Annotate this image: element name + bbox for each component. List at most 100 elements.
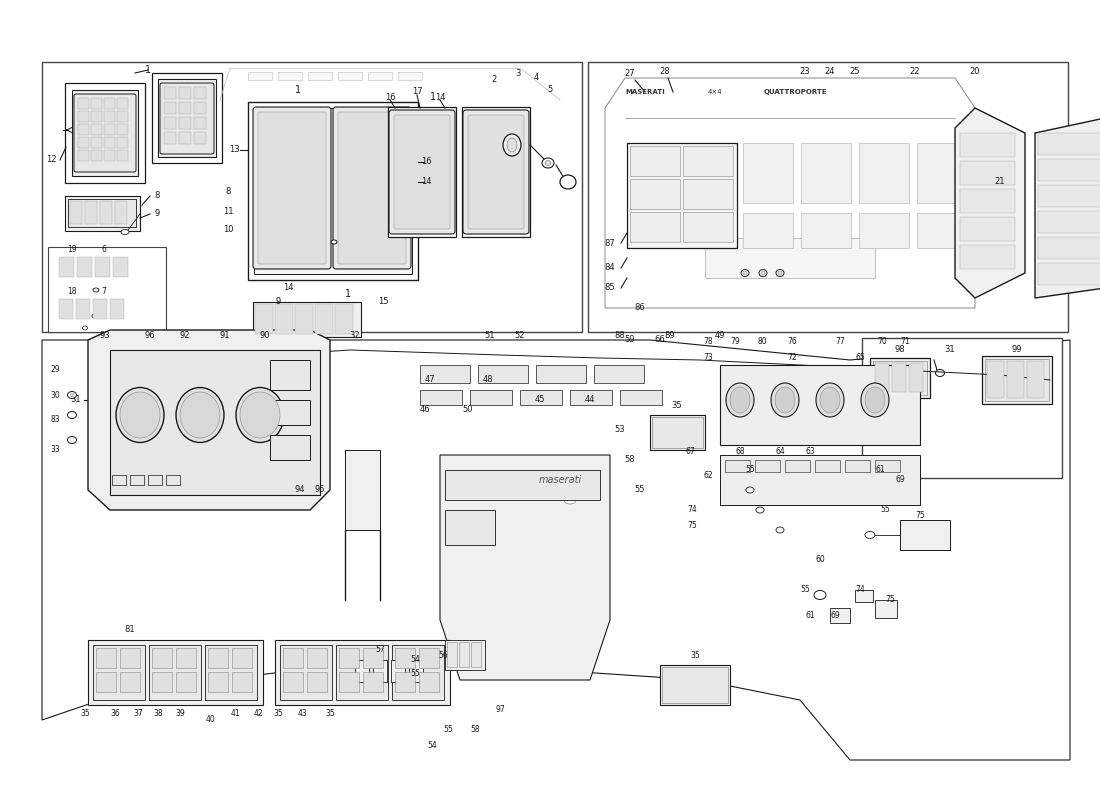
Bar	[801, 143, 851, 203]
Ellipse shape	[67, 437, 77, 443]
Bar	[148, 645, 201, 700]
Bar	[117, 111, 128, 122]
Bar	[117, 98, 128, 109]
Polygon shape	[955, 108, 1025, 298]
Bar	[120, 648, 140, 668]
Bar	[419, 648, 439, 668]
Ellipse shape	[94, 288, 99, 292]
Bar	[873, 361, 927, 395]
Bar	[116, 201, 127, 224]
Text: 11: 11	[222, 207, 233, 217]
Bar	[409, 660, 424, 682]
Bar	[960, 245, 1015, 269]
Bar	[447, 642, 456, 667]
Bar	[179, 87, 191, 99]
Text: 67: 67	[685, 447, 695, 457]
FancyBboxPatch shape	[394, 115, 450, 229]
Bar	[164, 102, 176, 114]
Bar	[742, 213, 793, 248]
Bar	[208, 648, 228, 668]
Text: 42: 42	[253, 710, 263, 718]
Ellipse shape	[726, 383, 754, 417]
Bar	[179, 102, 191, 114]
Bar	[88, 640, 263, 705]
Bar	[91, 150, 102, 161]
Text: 46: 46	[420, 406, 430, 414]
Text: 56: 56	[438, 650, 448, 659]
Bar	[91, 98, 102, 109]
Ellipse shape	[67, 411, 77, 418]
Ellipse shape	[82, 326, 88, 330]
Text: 33: 33	[51, 446, 59, 454]
Ellipse shape	[70, 394, 74, 397]
Bar	[683, 146, 733, 176]
Text: 70: 70	[877, 338, 887, 346]
Bar	[395, 672, 415, 692]
Text: 54: 54	[427, 741, 437, 750]
Text: 40: 40	[205, 715, 214, 725]
Polygon shape	[65, 83, 145, 183]
Bar	[339, 672, 359, 692]
Text: eurospares: eurospares	[103, 355, 296, 385]
Bar	[42, 62, 582, 332]
Bar	[373, 660, 387, 682]
Bar	[755, 460, 780, 472]
Bar	[470, 390, 512, 405]
Bar	[960, 161, 1015, 185]
Text: 55: 55	[745, 466, 755, 474]
Text: 75: 75	[915, 510, 925, 519]
Bar	[176, 672, 196, 692]
Ellipse shape	[820, 387, 840, 413]
Bar	[620, 390, 662, 405]
Polygon shape	[72, 90, 138, 176]
Bar	[874, 363, 889, 392]
Ellipse shape	[776, 527, 784, 533]
Text: 61: 61	[805, 610, 815, 619]
Text: 78: 78	[703, 338, 713, 346]
Bar	[1006, 361, 1024, 398]
Text: 95: 95	[315, 486, 326, 494]
Bar	[683, 212, 733, 242]
Ellipse shape	[865, 387, 886, 413]
Bar	[68, 199, 136, 227]
Bar	[363, 672, 383, 692]
Bar	[855, 590, 873, 602]
Text: 74: 74	[688, 506, 697, 514]
Bar	[652, 417, 703, 448]
Text: 32: 32	[350, 330, 361, 339]
Ellipse shape	[816, 383, 844, 417]
Text: eurospares: eurospares	[453, 586, 647, 614]
Bar	[270, 400, 310, 425]
Bar	[785, 460, 810, 472]
Bar	[801, 213, 851, 248]
Ellipse shape	[564, 496, 576, 504]
Text: 76: 76	[788, 338, 796, 346]
Text: 8: 8	[226, 187, 231, 197]
Bar	[420, 365, 470, 383]
Ellipse shape	[759, 270, 767, 277]
Bar	[520, 390, 562, 405]
Text: 4×4: 4×4	[707, 89, 723, 95]
Ellipse shape	[176, 387, 224, 442]
Ellipse shape	[67, 391, 77, 398]
Bar	[57, 297, 128, 321]
Text: 17: 17	[411, 87, 422, 97]
Bar	[130, 475, 144, 485]
Bar	[112, 475, 126, 485]
Bar	[984, 359, 1049, 401]
Bar	[283, 648, 302, 668]
Text: 35: 35	[80, 710, 90, 718]
FancyBboxPatch shape	[468, 115, 524, 229]
Bar	[295, 304, 313, 334]
Bar	[630, 212, 680, 242]
FancyBboxPatch shape	[160, 83, 215, 154]
Text: 20: 20	[970, 67, 980, 77]
Bar	[392, 645, 444, 700]
Bar	[91, 111, 102, 122]
Bar	[471, 642, 481, 667]
Bar	[338, 72, 362, 80]
Bar	[78, 124, 89, 135]
Text: 28: 28	[660, 67, 670, 77]
Ellipse shape	[121, 230, 129, 234]
Bar	[57, 255, 133, 279]
